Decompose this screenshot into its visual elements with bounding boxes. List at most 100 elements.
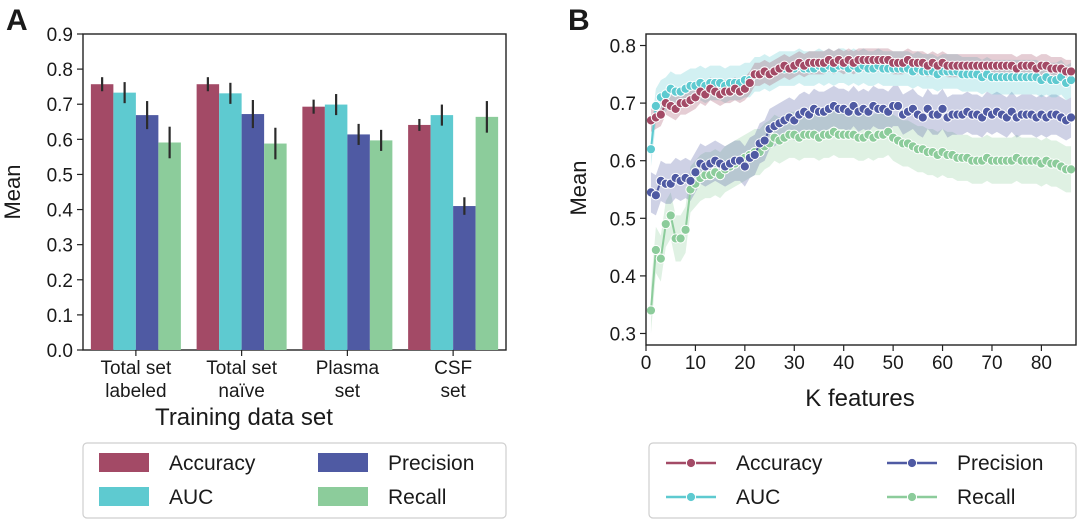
legend-label-recall: Recall — [957, 486, 1015, 509]
x-tick-label-a: labeled — [105, 381, 166, 402]
legend-label-accuracy: Accuracy — [169, 452, 256, 475]
bar-auc — [324, 104, 348, 350]
legend-marker-accuracy — [685, 457, 697, 469]
y-tick-label-a: 0.0 — [47, 341, 73, 362]
x-tick-label-a: Plasma — [316, 358, 380, 379]
data-point-recall — [1065, 164, 1076, 175]
data-point-recall — [665, 210, 676, 221]
bar-recall — [158, 142, 181, 350]
x-tick-label-b: 60 — [932, 353, 953, 374]
data-point-precision — [690, 167, 701, 178]
bar-accuracy — [90, 84, 114, 350]
bar-precision — [135, 115, 159, 351]
legend-marker-auc — [685, 491, 697, 503]
x-tick-label-b: 10 — [685, 353, 706, 374]
legend-box-a — [82, 442, 507, 519]
x-tick-label-b: 80 — [1031, 353, 1052, 374]
bar-precision — [347, 134, 370, 350]
legend-marker-precision — [906, 457, 918, 469]
y-tick-label-b: 0.4 — [610, 267, 637, 288]
legend-swatch-accuracy — [99, 453, 149, 472]
legend-box-b — [648, 442, 1077, 519]
y-tick-label-a: 0.6 — [47, 130, 73, 151]
bar-auc — [113, 92, 136, 350]
data-point-auc — [650, 100, 661, 112]
x-tick-label-a: CSF — [434, 358, 472, 379]
y-tick-label-a: 0.9 — [47, 25, 73, 46]
legend-label-auc: AUC — [169, 486, 213, 509]
legend-label-precision: Precision — [388, 452, 474, 475]
data-point-accuracy — [655, 109, 666, 120]
y-tick-label-a: 0.2 — [47, 271, 73, 292]
data-point-precision — [739, 161, 750, 172]
y-tick-label-b: 0.7 — [610, 94, 636, 115]
bar-recall — [264, 143, 287, 350]
x-tick-label-b: 0 — [641, 353, 652, 374]
bar-chart: 0.0 0.1 0.2 0.3 0.4 0.5 0.6 0.7 0.8 0.9 Mean Total … — [0, 25, 507, 519]
bar-precision — [453, 206, 476, 350]
data-point-auc — [646, 144, 657, 155]
y-tick-label-a: 0.3 — [47, 236, 73, 257]
data-point-recall — [655, 253, 666, 264]
bar-auc — [219, 93, 242, 351]
y-tick-label-a: 0.7 — [47, 95, 73, 116]
x-tick-label-a: Total set — [100, 358, 171, 379]
panel-b-label: B — [568, 4, 590, 37]
legend-swatch-auc — [99, 487, 149, 506]
data-point-accuracy — [744, 77, 755, 89]
bar-precision — [241, 114, 265, 350]
x-tick-label-b: 40 — [833, 353, 854, 374]
legend-label-auc: AUC — [736, 486, 780, 509]
series-layer — [646, 48, 1076, 334]
y-tick-label-b: 0.8 — [610, 37, 636, 58]
y-axis-title-b: Mean — [566, 160, 591, 215]
data-point-precision — [650, 190, 661, 201]
bar-accuracy — [302, 106, 325, 351]
x-tick-label-b: 20 — [734, 353, 755, 374]
data-point-auc — [1065, 74, 1076, 86]
legend-label-accuracy: Accuracy — [736, 452, 823, 475]
bar-auc — [430, 115, 454, 351]
legend-label-recall: Recall — [388, 486, 446, 509]
data-point-accuracy — [1065, 66, 1076, 77]
confidence-band-precision — [650, 85, 1072, 216]
bar-accuracy — [408, 124, 431, 350]
legend-a: Accuracy Precision AUC Recall — [82, 442, 507, 519]
y-tick-label-b: 0.6 — [610, 152, 636, 173]
x-tick-label-a: set — [440, 381, 466, 402]
data-point-precision — [749, 149, 760, 161]
legend-b: Accuracy Precision AUC Recall — [648, 442, 1077, 519]
data-point-precision — [892, 100, 904, 112]
confidence-band-recall — [650, 108, 1072, 334]
data-point-recall — [675, 233, 686, 244]
x-axis-title-a: Training data set — [155, 404, 333, 431]
legend-marker-recall — [906, 491, 918, 503]
line-chart: 0.3 0.4 0.5 0.6 0.7 0.8 0 10 20 30 40 50 60 70 80 Mean K… — [566, 33, 1077, 519]
data-point-precision — [917, 112, 928, 123]
data-point-precision — [759, 135, 770, 146]
data-point-recall — [650, 244, 661, 256]
y-tick-label-a: 0.4 — [47, 201, 74, 222]
panel-a-label: A — [6, 4, 28, 37]
x-tick-label-b: 70 — [981, 353, 1002, 374]
y-tick-label-b: 0.5 — [610, 209, 636, 230]
x-tick-label-a: naïve — [218, 381, 264, 402]
x-tick-label-a: Total set — [206, 358, 277, 379]
legend-label-precision: Precision — [957, 452, 1043, 475]
y-tick-label-a: 0.5 — [47, 165, 73, 186]
legend-swatch-recall — [318, 487, 368, 506]
data-point-precision — [1065, 112, 1076, 123]
x-axis-title-b: K features — [805, 385, 914, 412]
x-tick-label-b: 50 — [883, 353, 904, 374]
bar-recall — [475, 116, 499, 351]
y-tick-label-a: 0.8 — [47, 60, 73, 81]
bar-accuracy — [196, 84, 220, 350]
data-point-recall — [660, 218, 671, 230]
data-point-recall — [646, 305, 657, 316]
x-tick-label-b: 30 — [784, 353, 805, 374]
data-point-precision — [937, 103, 948, 114]
legend-swatch-precision — [318, 453, 368, 472]
y-tick-label-a: 0.1 — [47, 306, 73, 327]
y-tick-label-b: 0.3 — [610, 324, 636, 345]
